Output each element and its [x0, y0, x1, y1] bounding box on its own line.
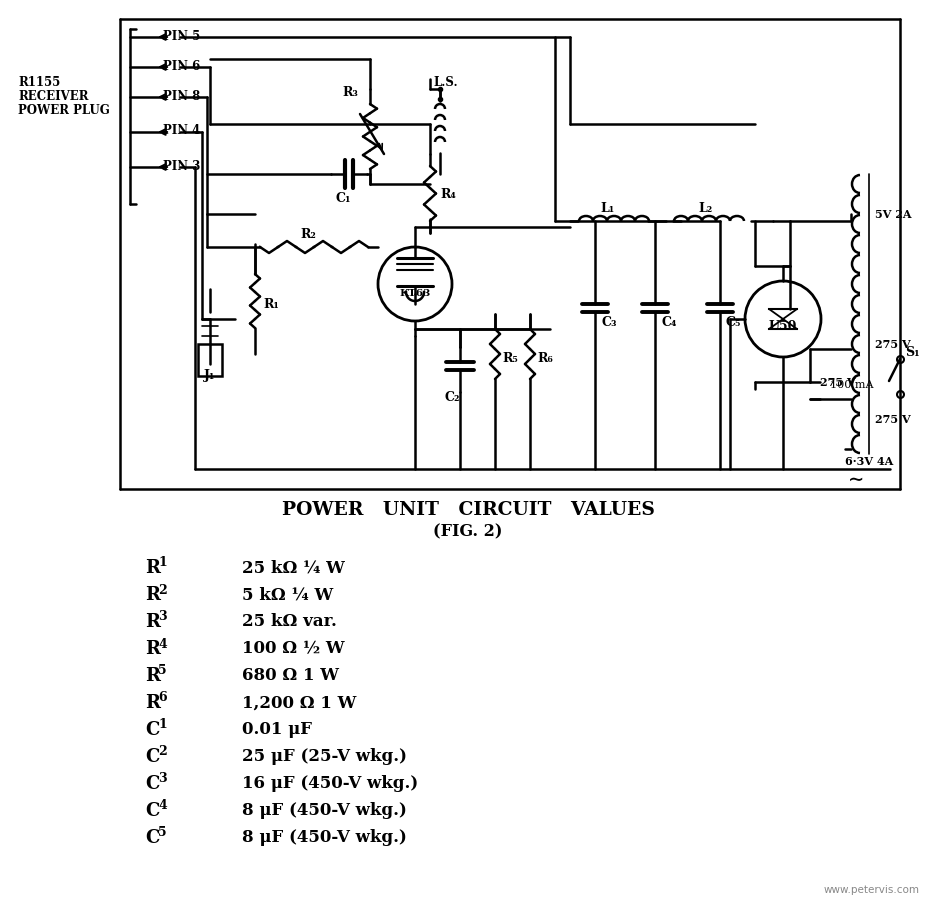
Text: (FIG. 2): (FIG. 2)	[433, 523, 503, 540]
Text: C₂: C₂	[444, 391, 460, 404]
Text: R₄: R₄	[440, 189, 456, 201]
Text: C: C	[145, 774, 159, 792]
Text: 16 μF (450-V wkg.): 16 μF (450-V wkg.)	[242, 775, 418, 792]
Text: 680 Ω 1 W: 680 Ω 1 W	[242, 666, 339, 684]
Text: R: R	[145, 585, 160, 603]
Text: 4: 4	[158, 798, 167, 812]
Text: R: R	[145, 694, 160, 712]
Text: L₂: L₂	[698, 202, 712, 215]
Text: PIN 5: PIN 5	[163, 30, 200, 42]
Text: 0.01 μF: 0.01 μF	[242, 721, 312, 738]
Text: 5V 2A: 5V 2A	[875, 209, 912, 220]
Text: 275 V: 275 V	[875, 340, 911, 350]
Text: 4: 4	[158, 637, 167, 650]
Text: 25 kΩ var.: 25 kΩ var.	[242, 613, 337, 629]
Text: R₁: R₁	[263, 298, 279, 312]
Text: C: C	[145, 828, 159, 846]
Text: ∼: ∼	[848, 470, 864, 489]
Text: C: C	[145, 721, 159, 738]
Text: C: C	[145, 747, 159, 765]
Text: KT63: KT63	[399, 288, 431, 297]
Text: 1: 1	[158, 556, 167, 569]
Text: R: R	[145, 639, 160, 657]
Text: U50: U50	[769, 319, 797, 332]
Text: POWER   UNIT   CIRCUIT   VALUES: POWER UNIT CIRCUIT VALUES	[282, 500, 654, 518]
Text: R₅: R₅	[502, 351, 518, 364]
Text: 2: 2	[158, 745, 167, 758]
Text: PIN 4: PIN 4	[163, 125, 200, 137]
Text: R₆: R₆	[537, 351, 553, 364]
Text: 3: 3	[158, 610, 167, 623]
Text: C₃: C₃	[601, 315, 617, 328]
Text: 8 μF (450-V wkg.): 8 μF (450-V wkg.)	[242, 802, 407, 819]
Text: R1155: R1155	[18, 76, 60, 88]
Text: 5 kΩ ¼ W: 5 kΩ ¼ W	[242, 586, 333, 603]
Text: 1,200 Ω 1 W: 1,200 Ω 1 W	[242, 694, 357, 711]
Text: R: R	[145, 612, 160, 630]
Text: 100 mA: 100 mA	[830, 379, 873, 389]
Text: 25 μF (25-V wkg.): 25 μF (25-V wkg.)	[242, 748, 407, 765]
Text: 1: 1	[158, 718, 167, 731]
Text: L₁: L₁	[600, 202, 614, 215]
Text: C₄: C₄	[661, 315, 677, 328]
Text: C₅: C₅	[726, 315, 741, 328]
Text: 8 μF (450-V wkg.): 8 μF (450-V wkg.)	[242, 829, 407, 845]
Text: C: C	[145, 801, 159, 819]
Text: PIN 6: PIN 6	[163, 60, 200, 72]
Text: L.S.: L.S.	[433, 76, 458, 88]
Text: S₁: S₁	[905, 345, 920, 358]
Text: 3: 3	[158, 772, 167, 785]
Text: 25 kΩ ¼ W: 25 kΩ ¼ W	[242, 559, 344, 576]
Text: 6: 6	[158, 691, 167, 703]
Text: 5: 5	[158, 664, 167, 676]
Text: J₁: J₁	[204, 368, 215, 381]
Text: 2: 2	[158, 582, 167, 596]
Text: 100 Ω ½ W: 100 Ω ½ W	[242, 640, 344, 656]
Bar	[198, 345, 222, 377]
Text: www.petervis.com: www.petervis.com	[824, 884, 920, 894]
Text: R₃: R₃	[342, 86, 358, 98]
Text: PIN 3: PIN 3	[163, 159, 200, 172]
Text: 6·3V 4A: 6·3V 4A	[845, 456, 893, 467]
Text: POWER PLUG: POWER PLUG	[18, 103, 110, 116]
Text: R: R	[145, 558, 160, 576]
Text: C₁: C₁	[335, 192, 350, 205]
Text: 275 V: 275 V	[875, 414, 911, 425]
Text: RECEIVER: RECEIVER	[18, 89, 89, 102]
Text: PIN 8: PIN 8	[163, 89, 200, 102]
Text: R₂: R₂	[300, 228, 315, 240]
Text: 275 V: 275 V	[820, 377, 856, 388]
Text: 5: 5	[158, 825, 167, 839]
Text: R: R	[145, 666, 160, 684]
